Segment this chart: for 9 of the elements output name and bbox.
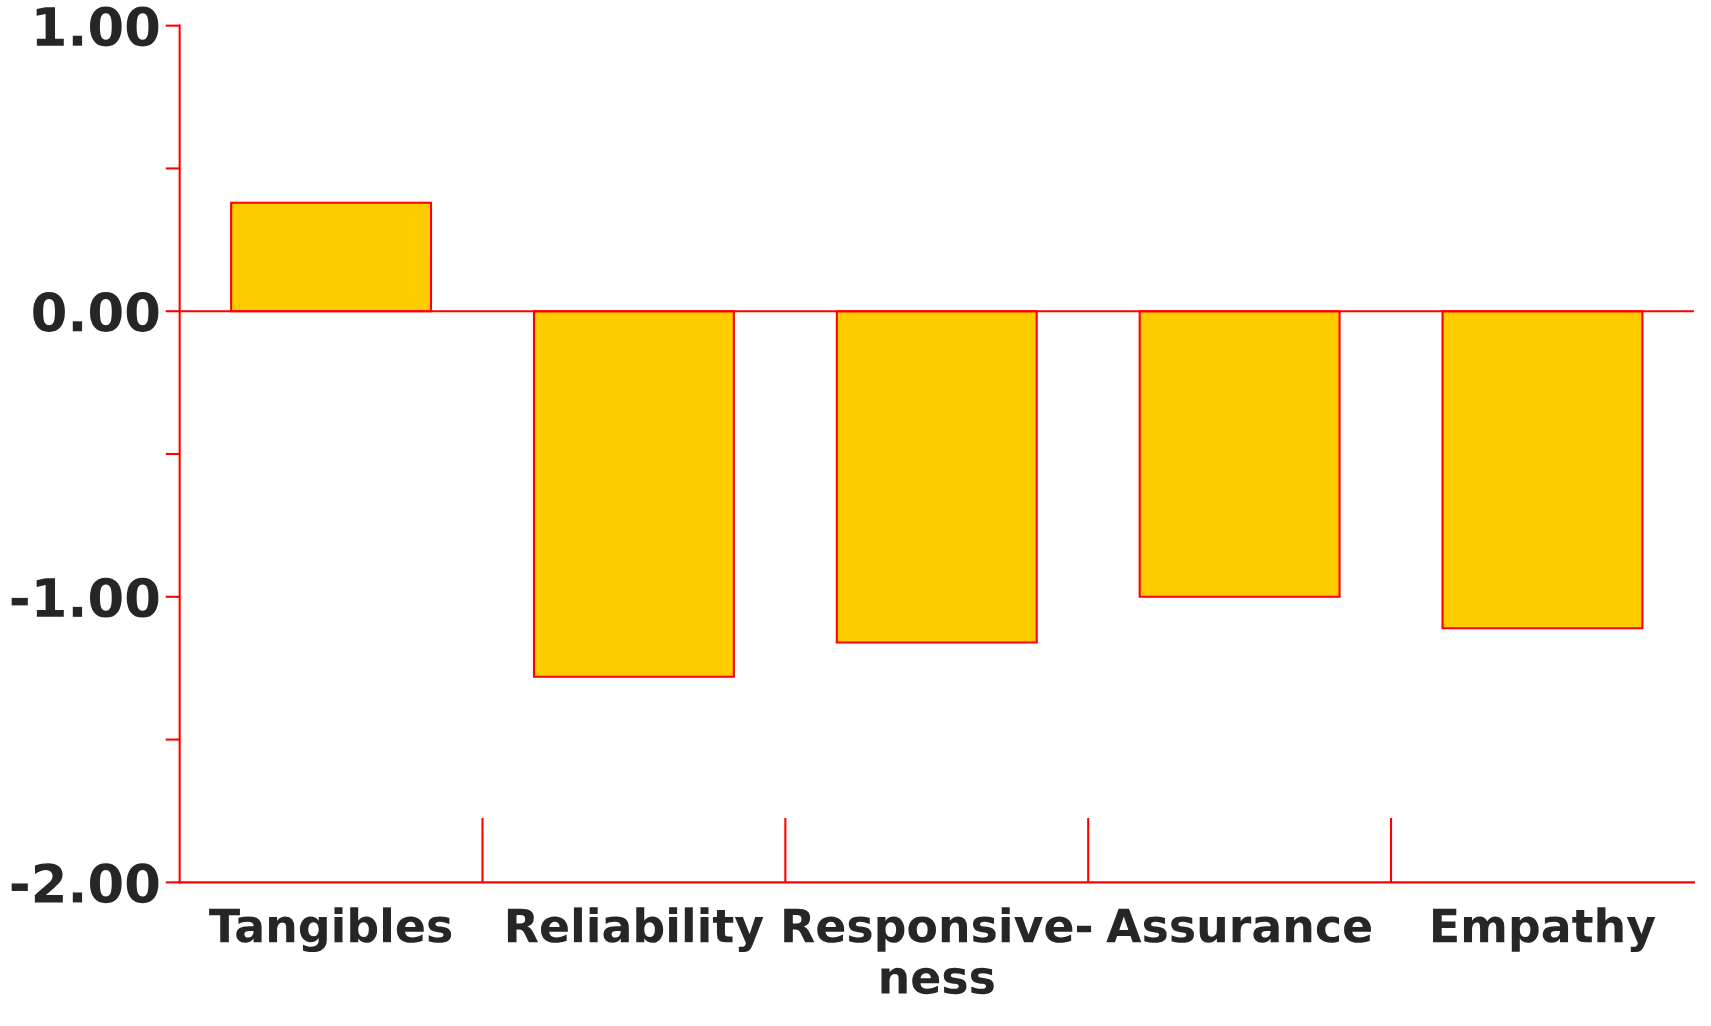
x-tick-label: Empathy [1433, 907, 1656, 953]
x-tick-label: Assurance [1106, 908, 1371, 943]
x-tick-label: Tangibles [209, 907, 452, 953]
x-tick-label: Responsive- ness [784, 907, 1092, 995]
x-tick-label: Reliability [507, 907, 764, 953]
y-tick-label: -2.00 [11, 863, 159, 904]
y-tick-label: 1.00 [36, 6, 159, 47]
y-tick-label: 0.00 [33, 292, 159, 333]
y-tick-label: -1.00 [11, 577, 159, 618]
